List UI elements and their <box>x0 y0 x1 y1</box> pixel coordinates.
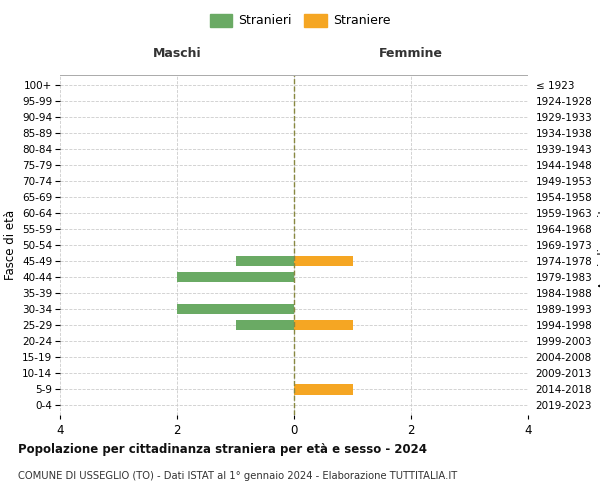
Y-axis label: Fasce di età: Fasce di età <box>4 210 17 280</box>
Bar <box>235 320 294 330</box>
Bar <box>177 304 294 314</box>
Bar <box>177 272 294 282</box>
Text: Femmine: Femmine <box>379 46 443 60</box>
Legend: Stranieri, Straniere: Stranieri, Straniere <box>209 14 391 28</box>
Bar <box>294 384 353 394</box>
Text: Popolazione per cittadinanza straniera per età e sesso - 2024: Popolazione per cittadinanza straniera p… <box>18 442 427 456</box>
Bar <box>294 320 353 330</box>
Y-axis label: Anni di nascita: Anni di nascita <box>598 202 600 288</box>
Bar <box>294 256 353 266</box>
Bar <box>235 256 294 266</box>
Text: COMUNE DI USSEGLIO (TO) - Dati ISTAT al 1° gennaio 2024 - Elaborazione TUTTITALI: COMUNE DI USSEGLIO (TO) - Dati ISTAT al … <box>18 471 457 481</box>
Text: Maschi: Maschi <box>152 46 202 60</box>
